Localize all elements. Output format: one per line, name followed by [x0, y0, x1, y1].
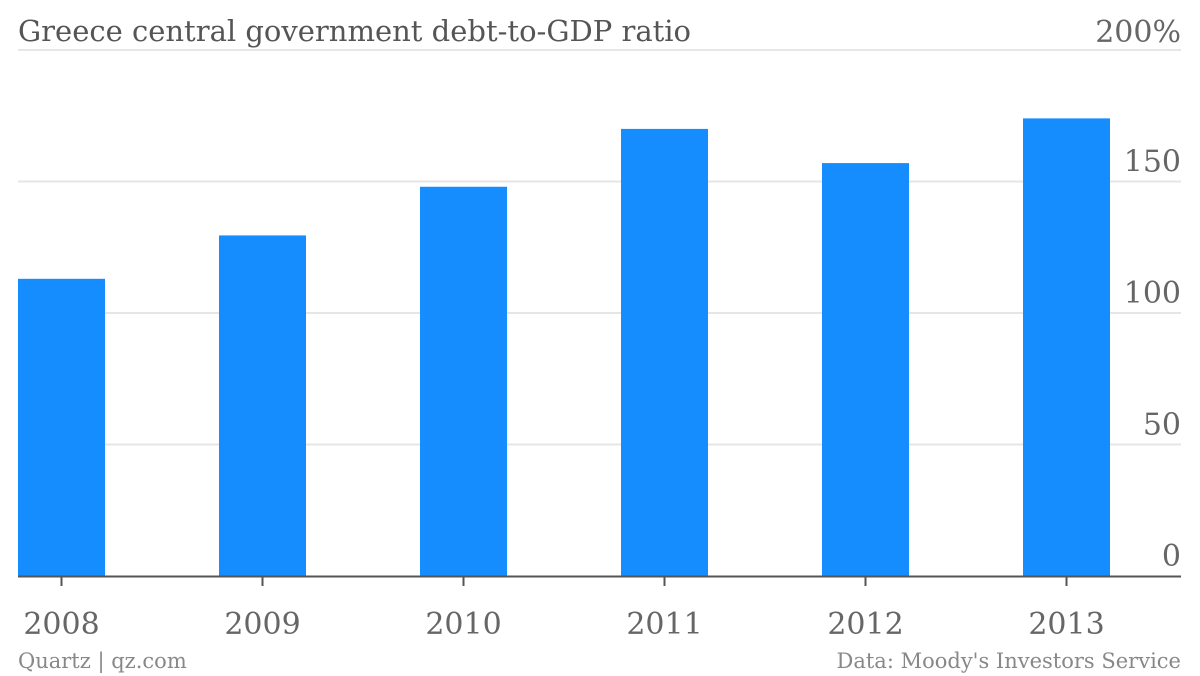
bar-2008 — [18, 278, 105, 576]
footer-source: Data: Moody's Investors Service — [837, 649, 1181, 673]
y-tick-label-50: 50 — [1143, 408, 1181, 443]
x-tick-label-2009: 2009 — [224, 607, 300, 642]
chart-title: Greece central government debt-to-GDP ra… — [18, 14, 691, 48]
bar-2013 — [1023, 118, 1110, 576]
bar-2009 — [219, 235, 306, 577]
footer-credit: Quartz | qz.com — [18, 649, 187, 674]
y-tick-label-0: 0 — [1162, 539, 1181, 574]
bar-2011 — [621, 128, 708, 576]
y-tick-label-100: 100 — [1124, 276, 1181, 311]
x-axis-ticks: 2008 2009 2010 2011 2012 2013 — [23, 576, 1105, 642]
y-tick-label-150: 150 — [1124, 145, 1181, 180]
grid-lines — [18, 49, 1181, 446]
x-tick-label-2011: 2011 — [626, 607, 702, 642]
y-axis-unit-label: 200% — [1095, 15, 1181, 50]
x-tick-label-2008: 2008 — [23, 607, 99, 642]
bar-2010 — [420, 186, 507, 576]
bar-2012 — [822, 163, 909, 576]
x-tick-label-2012: 2012 — [827, 607, 903, 642]
x-tick-label-2010: 2010 — [425, 607, 501, 642]
bars — [18, 118, 1110, 577]
y-axis-ticks: 0 50 100 150 — [1124, 145, 1181, 575]
x-tick-label-2013: 2013 — [1028, 607, 1104, 642]
